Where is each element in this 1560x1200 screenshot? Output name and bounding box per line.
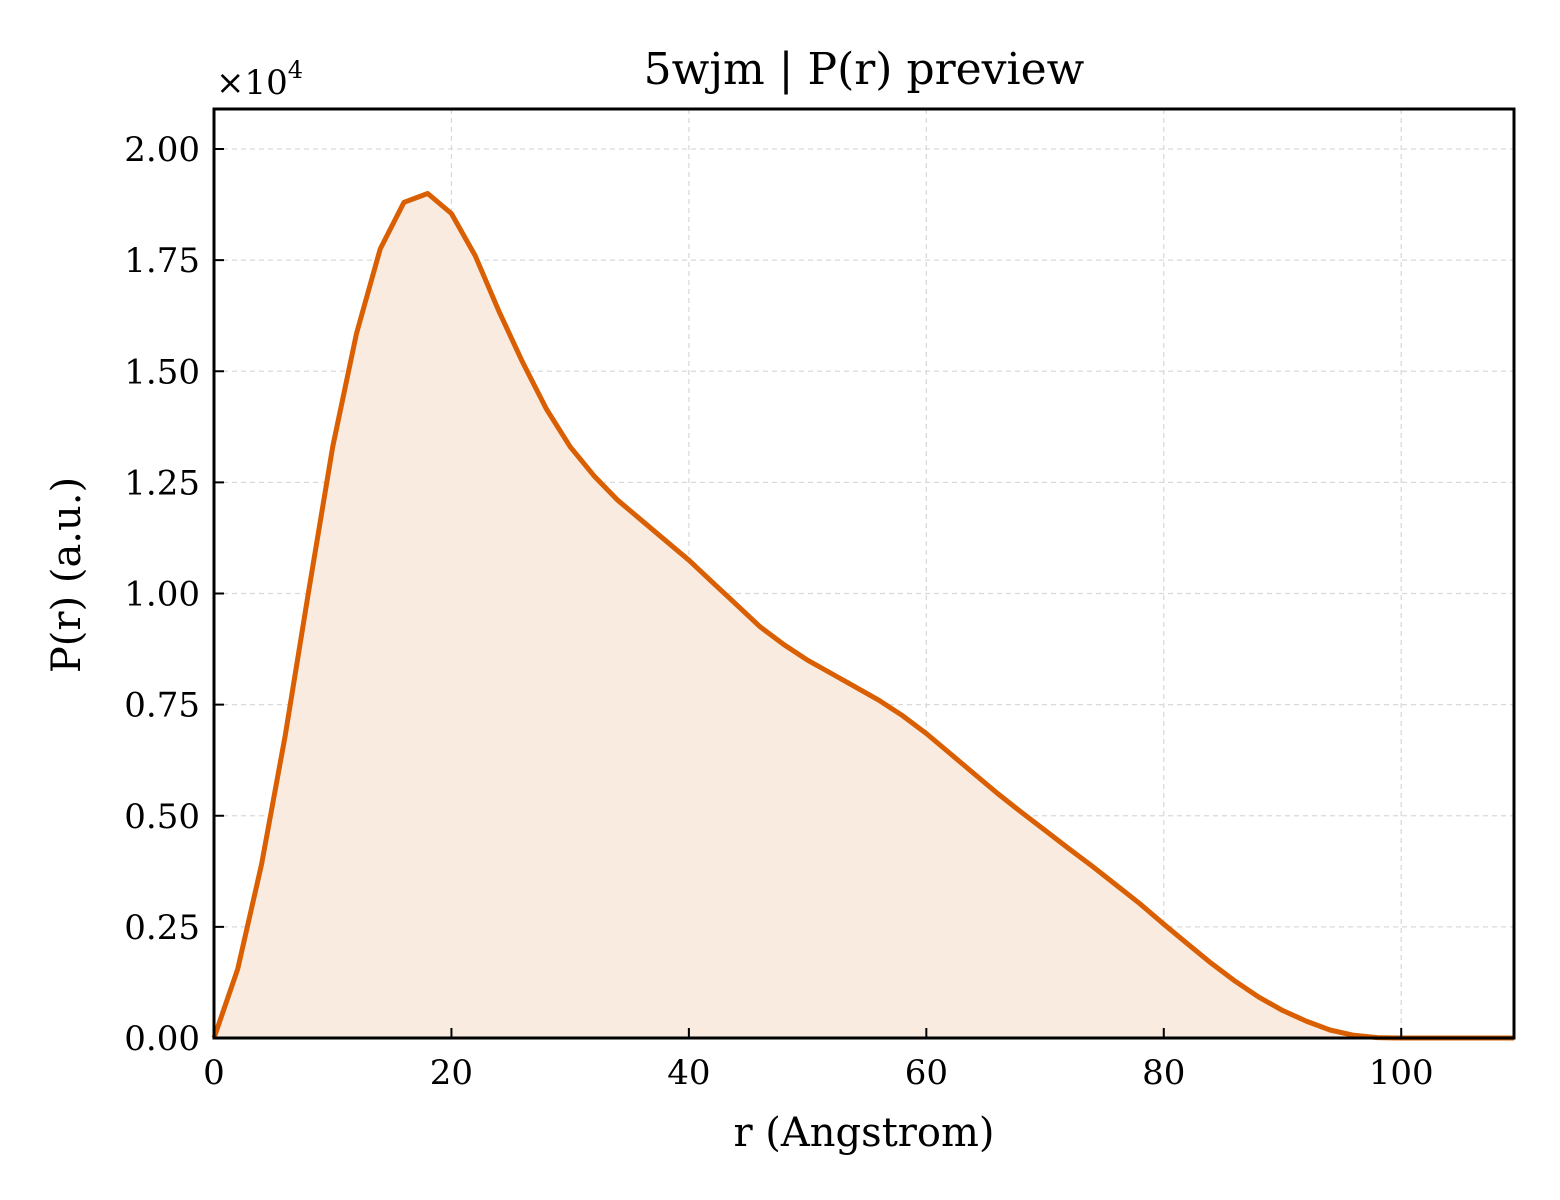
y-tick-label: 2.00	[124, 130, 200, 170]
x-tick-label: 40	[667, 1053, 710, 1093]
x-tick-label: 20	[430, 1053, 473, 1093]
y-multiplier-base: ×10	[216, 63, 288, 103]
y-tick-label: 1.50	[124, 352, 200, 392]
y-axis-title: P(r) (a.u.)	[44, 477, 90, 673]
y-tick-label: 0.50	[124, 797, 200, 837]
x-axis-title: r (Angstrom)	[733, 1110, 994, 1156]
x-tick-label: 0	[203, 1053, 225, 1093]
y-axis-multiplier: ×104	[216, 56, 303, 103]
x-tick-label: 100	[1369, 1053, 1434, 1093]
series-line	[211, 191, 1514, 1041]
series-area-fill	[214, 193, 1514, 1038]
y-tick-label: 0.75	[124, 686, 200, 726]
x-tick-label: 60	[905, 1053, 948, 1093]
y-multiplier-exponent: 4	[288, 56, 303, 84]
y-tick-label: 1.25	[124, 463, 200, 503]
y-tick-label: 0.00	[124, 1019, 200, 1059]
y-tick-label: 1.75	[124, 241, 200, 281]
plot-frame	[212, 107, 1516, 1040]
chart-title: 5wjm | P(r) preview	[644, 44, 1085, 95]
y-tick-label: 1.00	[124, 575, 200, 615]
x-tick-label: 80	[1142, 1053, 1185, 1093]
y-tick-label: 0.25	[124, 908, 200, 948]
